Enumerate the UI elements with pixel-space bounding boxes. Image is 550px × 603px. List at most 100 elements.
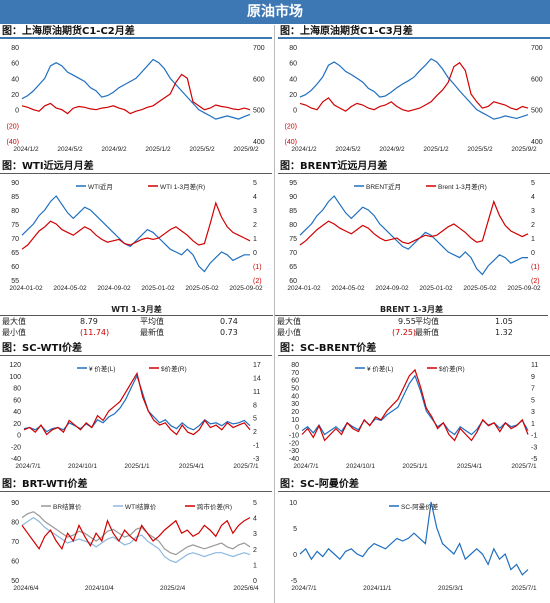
y-right-tick-label: (1) xyxy=(531,264,540,271)
y-right-tick-label: -5 xyxy=(531,456,537,463)
y-left-tick-label: 40 xyxy=(13,409,21,416)
y-left-tick-label: 10 xyxy=(289,500,297,507)
y-left-tick-label: 60 xyxy=(291,378,299,385)
y-left-tick-label: 20 xyxy=(289,92,297,99)
y-right-tick-label: -3 xyxy=(253,456,259,463)
y-right-tick-label: 9 xyxy=(531,374,535,381)
x-tick-label: 2025-01-02 xyxy=(419,285,453,292)
y-right-tick-label: 4 xyxy=(253,516,257,523)
x-tick-label: 2024-01-02 xyxy=(287,285,321,292)
y-right-tick-label: 1 xyxy=(531,236,535,243)
series-line-1 xyxy=(299,61,529,112)
x-tick-label: 2025-01-02 xyxy=(141,285,175,292)
stats-title: WTI 1-3月差 xyxy=(0,304,273,316)
y-left-tick-label: (40) xyxy=(7,139,19,146)
x-tick-label: 2025-09-02 xyxy=(507,285,541,292)
y-left-tick-label: -30 xyxy=(289,448,299,455)
y-left-tick-label: 100 xyxy=(9,374,21,381)
series-line-1 xyxy=(21,73,251,115)
x-tick-label: 2024-05-02 xyxy=(53,285,87,292)
chart-brt-wti: 90 80 70 60 50 5 4 3 2 1 0 2024/6/4 2024/10/4 2025/2/… xyxy=(11,500,259,592)
stats-min-value: (7.25) xyxy=(392,328,417,337)
chart-title: 图：WTI近远月月差 xyxy=(0,160,272,174)
stats-avg-value: 1.05 xyxy=(495,317,513,326)
stats-avg-value: 0.74 xyxy=(220,317,238,326)
stats-min-label: 最小值 xyxy=(277,328,301,337)
y-right-tick-label: 3 xyxy=(531,409,535,416)
x-tick-label: 2025/4/1 xyxy=(457,463,483,470)
y-right-tick-label: 5 xyxy=(531,180,535,187)
chart-title: 图：上海原油期货C1-C2月差 xyxy=(0,25,272,39)
stats-max-value: 9.55 xyxy=(398,317,416,326)
y-left-tick-label: 80 xyxy=(11,208,19,215)
series-line-1 xyxy=(21,516,251,564)
y-right-tick-label: 700 xyxy=(253,45,265,52)
chart-title: 图：上海原油期货C1-C3月差 xyxy=(278,25,550,39)
y-left-tick-label: 65 xyxy=(11,250,19,257)
y-left-tick-label: 50 xyxy=(11,578,19,585)
chart-brent-spread: 95 90 85 80 75 70 65 60 5 4 3 2 1 0 (1) (2) 2024-01-02 20… xyxy=(287,180,541,292)
y-right-tick-label: 7 xyxy=(531,386,535,393)
y-right-tick-label: 5 xyxy=(531,397,535,404)
series-line-0 xyxy=(21,58,251,120)
y-right-tick-label: (1) xyxy=(253,264,262,271)
y-right-tick-label: 3 xyxy=(253,208,257,215)
y-left-tick-label: 90 xyxy=(11,500,19,507)
x-tick-label: 2024/10/1 xyxy=(68,463,97,470)
y-left-tick-label: 70 xyxy=(11,236,19,243)
y-right-tick-label: 2 xyxy=(253,222,257,229)
y-left-tick-label: -20 xyxy=(11,444,21,451)
y-left-tick-label: 80 xyxy=(13,386,21,393)
x-tick-label: 2024/5/2 xyxy=(57,146,83,153)
legend-label: BRENT近月 xyxy=(366,182,401,191)
legend-label: WTI结算价 xyxy=(125,502,157,511)
y-left-tick-label: 50 xyxy=(291,386,299,393)
y-left-tick-label: -10 xyxy=(289,433,299,440)
stats-last-value: 0.73 xyxy=(220,328,238,337)
series-line-0 xyxy=(23,374,251,433)
x-tick-label: 2025/6/4 xyxy=(233,585,259,592)
chart-sc-wti: 120 100 80 60 40 20 0 -20 -40 17 14 11 8 5 2 -1 -3 2024/7… xyxy=(9,362,261,470)
y-right-tick-label: 400 xyxy=(253,139,265,146)
x-tick-label: 2025/5/2 xyxy=(467,146,493,153)
chart-title: 图：SC-BRENT价差 xyxy=(278,342,550,356)
chart-title: 图：BRENT近远月月差 xyxy=(278,160,550,174)
y-left-tick-label: 95 xyxy=(289,180,297,187)
x-tick-label: 2025-09-02 xyxy=(229,285,263,292)
y-left-tick-label: 60 xyxy=(289,278,297,285)
x-tick-label: 2025/9/2 xyxy=(511,146,537,153)
y-left-tick-label: -20 xyxy=(289,440,299,447)
x-tick-label: 2025/5/2 xyxy=(189,146,215,153)
y-right-tick-label: 600 xyxy=(253,76,265,83)
chart-title: 图：BRT-WTI价差 xyxy=(0,478,272,492)
x-tick-label: 2024/9/2 xyxy=(379,146,405,153)
y-right-tick-label: 3 xyxy=(253,531,257,538)
y-left-tick-label: 20 xyxy=(13,421,21,428)
legend-label: SC-阿曼价差 xyxy=(401,502,439,511)
y-left-tick-label: -40 xyxy=(289,456,299,463)
y-right-tick-label: 17 xyxy=(253,362,261,369)
x-tick-label: 2025-05-02 xyxy=(185,285,219,292)
y-left-tick-label: 75 xyxy=(11,222,19,229)
x-tick-label: 2024/6/4 xyxy=(13,585,39,592)
y-left-tick-label: 0 xyxy=(295,425,299,432)
stats-title: BRENT 1-3月差 xyxy=(275,304,548,316)
y-left-tick-label: 80 xyxy=(289,45,297,52)
x-tick-label: 2024-09-02 xyxy=(375,285,409,292)
x-tick-label: 2024/10/4 xyxy=(85,585,114,592)
y-left-tick-label: 30 xyxy=(291,401,299,408)
y-right-tick-label: 1 xyxy=(531,421,535,428)
x-tick-label: 2025/4/1 xyxy=(179,463,205,470)
stats-max-label: 最大值 xyxy=(277,317,301,326)
y-left-tick-label: 60 xyxy=(11,559,19,566)
x-tick-label: 2024/7/1 xyxy=(291,585,317,592)
y-right-tick-label: 4 xyxy=(253,194,257,201)
y-right-tick-label: 500 xyxy=(253,108,265,115)
y-left-tick-label: 20 xyxy=(11,92,19,99)
y-left-tick-label: 0 xyxy=(15,108,19,115)
y-left-tick-label: 10 xyxy=(291,417,299,424)
x-tick-label: 2025/1/1 xyxy=(124,463,150,470)
x-tick-label: 2025/1/2 xyxy=(145,146,171,153)
y-left-tick-label: 60 xyxy=(11,61,19,68)
